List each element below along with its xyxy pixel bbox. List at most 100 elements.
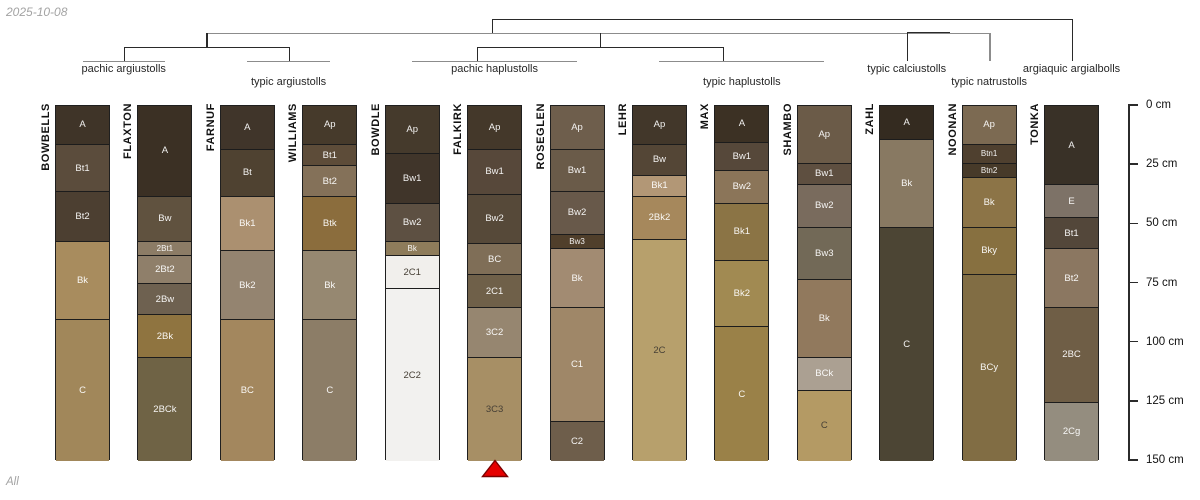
horizon-layer: A <box>1045 106 1099 185</box>
horizon-layer: Bw2 <box>797 184 851 227</box>
horizon-label: C2 <box>570 435 584 447</box>
horizon-label: C1 <box>570 358 584 370</box>
horizon-layer: Bw2 <box>468 193 522 244</box>
horizon-label: A <box>161 145 169 157</box>
horizon-layer: Bw <box>138 195 192 241</box>
dendrogram-line <box>123 47 126 61</box>
dendrogram-line <box>722 47 725 61</box>
horizon-layer: Bk2 <box>220 250 274 319</box>
horizon-label: 2Bw <box>155 293 175 305</box>
horizon-layer: Bt2 <box>1045 247 1099 308</box>
horizon-layer: Bw1 <box>715 141 769 170</box>
horizon-layer: 2BCk <box>138 356 192 461</box>
horizon-label: Ap <box>653 119 666 131</box>
horizon-label: Bw2 <box>402 216 422 228</box>
dendrogram-group-label: pachic argiustolls <box>81 63 166 75</box>
horizon-label: Bk1 <box>239 218 256 230</box>
dendrogram-group-label: pachic haplustolls <box>451 63 539 75</box>
horizon-label: Bw1 <box>485 166 504 178</box>
dendrogram-line <box>412 61 577 63</box>
column-title-tonka: TONKA <box>1029 103 1042 145</box>
horizon-layer: Btn1 <box>962 143 1016 163</box>
horizon-layer: 3C2 <box>468 307 522 357</box>
horizon-label: Bt <box>242 167 252 179</box>
soil-column-williams: Ap Bt1 Bt2 Btk Bk C <box>302 105 358 461</box>
horizon-label: Bk <box>407 243 417 253</box>
dendrogram-line <box>206 33 208 47</box>
horizon-label: Bk <box>76 274 89 286</box>
horizon-layer: 2C2 <box>385 288 439 461</box>
horizon-label: 2C1 <box>403 266 421 278</box>
horizon-layer: Bk1 <box>220 195 274 251</box>
depth-axis-tick <box>1128 400 1138 402</box>
dendrogram-line <box>288 47 290 61</box>
dendrogram-line <box>476 47 478 61</box>
horizon-label: 2Bk <box>156 330 174 342</box>
horizon-layer: 2C <box>632 238 686 461</box>
horizon-label: C <box>903 338 911 350</box>
horizon-label: Bw3 <box>569 236 585 246</box>
horizon-label: BCk <box>815 368 834 380</box>
horizon-label: Bt1 <box>322 149 337 161</box>
horizon-layer: Bk <box>303 250 357 319</box>
dendrogram-line <box>492 19 494 33</box>
horizon-layer: 2C1 <box>385 255 439 289</box>
dendrogram-line <box>659 61 825 63</box>
horizon-label: Bky <box>981 245 998 257</box>
horizon-layer: C <box>715 326 769 461</box>
horizon-layer: Bk <box>962 176 1016 227</box>
horizon-layer: Bk <box>550 247 604 308</box>
horizon-label: Bt2 <box>1064 272 1079 284</box>
dendrogram-group-label: typic natrustolls <box>951 76 1028 88</box>
horizon-layer: 2BC <box>1045 307 1099 402</box>
horizon-layer: A <box>138 106 192 196</box>
column-title-falkirk: FALKIRK <box>452 103 465 155</box>
soil-column-farnuf: A Bt Bk1 Bk2 BC <box>219 105 275 461</box>
horizon-label: A <box>1068 139 1075 151</box>
soil-column-shambo: Ap Bw1 Bw2 Bw3 Bk BCk C <box>796 105 852 461</box>
horizon-layer: Ap <box>550 106 604 149</box>
horizon-label: Bw2 <box>815 200 834 212</box>
horizon-label: Ap <box>488 121 501 133</box>
horizon-layer: 2Cg <box>1045 401 1099 461</box>
horizon-layer: BC <box>220 318 274 461</box>
horizon-layer: Bw3 <box>797 226 851 279</box>
dendrogram-group-label: typic argiustolls <box>250 76 327 88</box>
soil-column-max: A Bw1 Bw2 Bk1 Bk2 C <box>714 105 770 461</box>
horizon-layer: Bw2 <box>385 203 439 241</box>
dendrogram-line <box>82 61 165 63</box>
horizon-label: Bw3 <box>815 247 834 259</box>
column-title-zahl: ZAHL <box>864 103 877 135</box>
column-title-bowdle: BOWDLE <box>369 103 382 156</box>
horizon-layer: Btk <box>303 195 357 251</box>
horizon-layer: A <box>715 106 769 142</box>
horizon-layer: Bt1 <box>56 143 109 192</box>
horizon-layer: Bt1 <box>1045 217 1099 248</box>
horizon-label: Bk <box>983 196 995 208</box>
depth-axis-tick <box>1128 222 1138 225</box>
red-triangle-marker <box>481 459 509 478</box>
dendrogram-line <box>906 33 909 61</box>
soil-column-flaxton: A Bw 2Bt1 2Bt2 2Bw 2Bk 2BCk <box>137 105 193 461</box>
footer-label: All <box>6 476 19 488</box>
horizon-layer: BCy <box>962 273 1016 461</box>
horizon-label: Bw2 <box>732 181 752 193</box>
horizon-label: 2Bk2 <box>648 212 671 224</box>
horizon-label: Btn1 <box>980 149 998 159</box>
horizon-label: BC <box>240 384 254 396</box>
horizon-label: E <box>1068 195 1075 207</box>
soil-column-noonan: Ap Btn1 Btn2 Bk Bky BCy <box>961 105 1017 461</box>
horizon-layer: BCk <box>797 356 851 390</box>
soil-column-tonka: A E Bt1 Bt2 2BC 2Cg <box>1044 105 1100 461</box>
horizon-layer: Bt2 <box>56 191 109 241</box>
horizon-layer: Bw <box>632 143 686 175</box>
horizon-label: A <box>738 118 746 130</box>
horizon-label: Bk1 <box>733 226 751 238</box>
depth-axis-tick <box>1128 104 1138 106</box>
dendrogram-group-label: argiaquic argialbolls <box>1022 63 1121 75</box>
horizon-layer: 2Bt2 <box>138 255 192 284</box>
dendrogram-group-label: typic calciustolls <box>867 63 947 75</box>
depth-axis-tick-label: 25 cm <box>1146 158 1178 171</box>
horizon-label: Bt1 <box>75 162 90 174</box>
